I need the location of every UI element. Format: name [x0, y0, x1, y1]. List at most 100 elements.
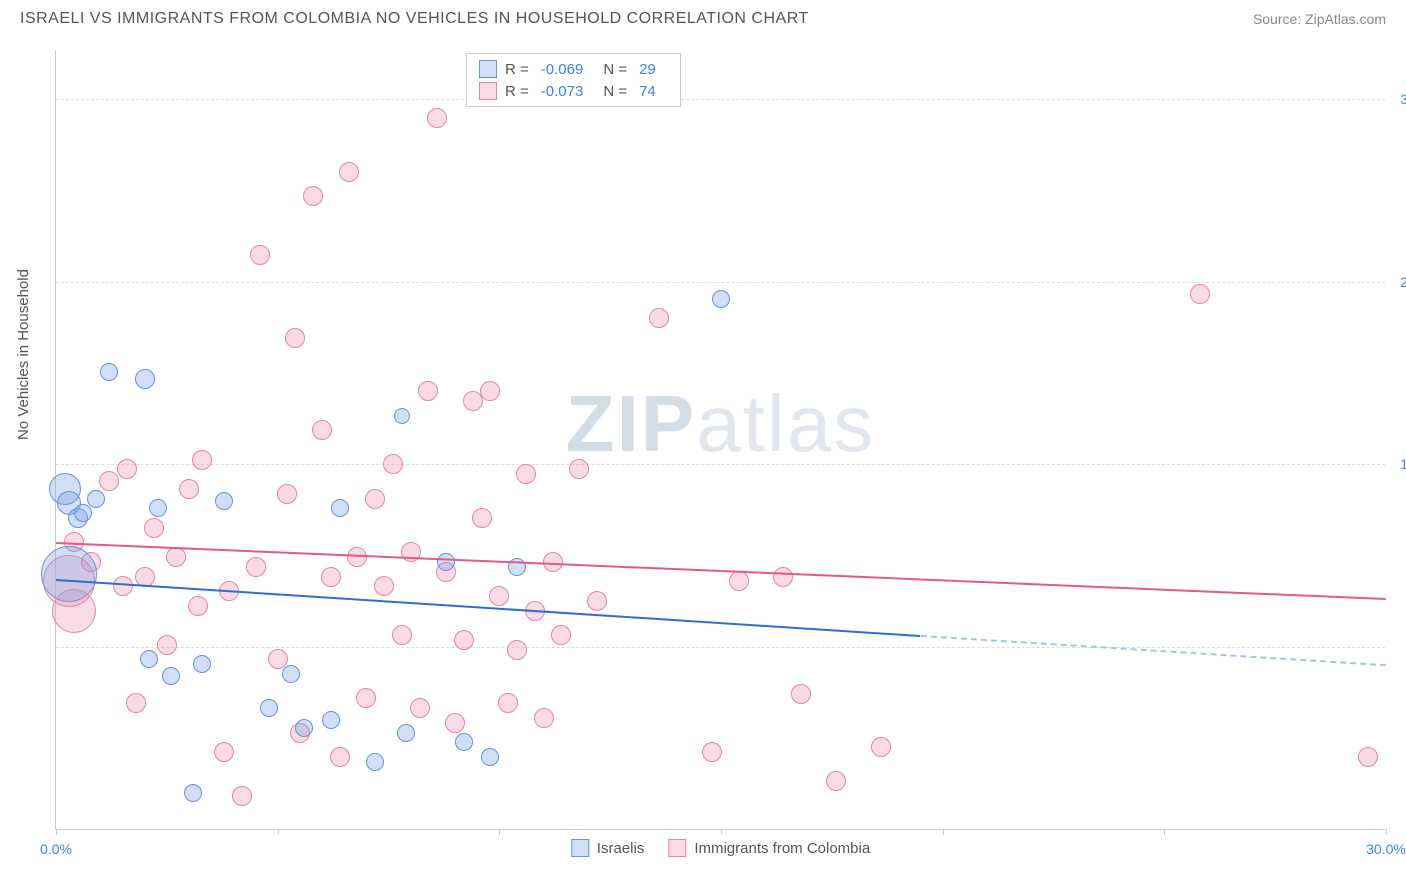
scatter-point-colombia	[418, 381, 438, 401]
scatter-point-israelis	[149, 499, 167, 517]
scatter-point-colombia	[250, 245, 270, 265]
legend-item-colombia: Immigrants from Colombia	[668, 839, 870, 857]
scatter-point-israelis	[193, 655, 211, 673]
grid-line	[56, 464, 1385, 465]
scatter-point-colombia	[192, 450, 212, 470]
scatter-point-colombia	[330, 747, 350, 767]
scatter-point-israelis	[331, 499, 349, 517]
scatter-point-colombia	[392, 625, 412, 645]
scatter-point-colombia	[534, 708, 554, 728]
y-tick-label: 15.0%	[1390, 456, 1406, 472]
scatter-point-colombia	[179, 479, 199, 499]
r-label: R =	[505, 83, 529, 100]
r-label: R =	[505, 61, 529, 78]
y-tick-label: 7.5%	[1390, 639, 1406, 655]
scatter-point-colombia	[826, 771, 846, 791]
grid-line	[56, 99, 1385, 100]
x-tick	[1386, 829, 1387, 835]
scatter-point-israelis	[394, 408, 410, 424]
n-value-israelis: 29	[639, 61, 656, 78]
legend-row-israelis: R = -0.069 N = 29	[479, 58, 668, 80]
swatch-colombia	[479, 82, 497, 100]
scatter-point-colombia	[445, 713, 465, 733]
scatter-point-colombia	[277, 484, 297, 504]
scatter-point-colombia	[356, 688, 376, 708]
swatch-israelis	[479, 60, 497, 78]
scatter-point-colombia	[489, 586, 509, 606]
scatter-point-israelis	[260, 699, 278, 717]
y-tick-label: 30.0%	[1390, 91, 1406, 107]
scatter-point-israelis	[74, 504, 92, 522]
scatter-point-colombia	[410, 698, 430, 718]
scatter-point-colombia	[871, 737, 891, 757]
scatter-point-colombia	[472, 508, 492, 528]
n-label: N =	[603, 61, 627, 78]
y-axis-label: No Vehicles in Household	[15, 269, 32, 440]
chart-header: ISRAELI VS IMMIGRANTS FROM COLOMBIA NO V…	[0, 0, 1406, 28]
scatter-point-israelis	[366, 753, 384, 771]
scatter-point-israelis	[184, 784, 202, 802]
scatter-point-colombia	[454, 630, 474, 650]
grid-line	[56, 647, 1385, 648]
scatter-point-colombia	[166, 547, 186, 567]
y-tick-label: 22.5%	[1390, 274, 1406, 290]
grid-line	[56, 282, 1385, 283]
scatter-point-colombia	[117, 459, 137, 479]
scatter-point-colombia	[773, 567, 793, 587]
scatter-point-colombia	[303, 186, 323, 206]
trend-line-israelis-extrapolated	[920, 635, 1386, 666]
scatter-point-colombia	[285, 328, 305, 348]
scatter-point-colombia	[99, 471, 119, 491]
series-legend: Israelis Immigrants from Colombia	[571, 839, 870, 857]
legend-row-colombia: R = -0.073 N = 74	[479, 80, 668, 102]
trend-line-israelis	[56, 579, 921, 637]
swatch-israelis	[571, 839, 589, 857]
scatter-point-israelis	[481, 748, 499, 766]
scatter-point-colombia	[188, 596, 208, 616]
scatter-point-colombia	[427, 108, 447, 128]
legend-label-colombia: Immigrants from Colombia	[694, 840, 870, 857]
x-tick	[721, 829, 722, 835]
swatch-colombia	[668, 839, 686, 857]
legend-item-israelis: Israelis	[571, 839, 645, 857]
x-tick-label: 30.0%	[1366, 841, 1406, 857]
scatter-point-colombia	[214, 742, 234, 762]
scatter-point-israelis	[87, 490, 105, 508]
scatter-point-israelis	[41, 546, 97, 602]
scatter-point-colombia	[729, 571, 749, 591]
scatter-point-colombia	[791, 684, 811, 704]
watermark: ZIPatlas	[566, 378, 875, 470]
scatter-point-israelis	[140, 650, 158, 668]
scatter-point-israelis	[437, 553, 455, 571]
scatter-point-colombia	[551, 625, 571, 645]
x-tick	[1164, 829, 1165, 835]
scatter-point-israelis	[162, 667, 180, 685]
scatter-point-colombia	[516, 464, 536, 484]
scatter-point-colombia	[144, 518, 164, 538]
scatter-point-colombia	[507, 640, 527, 660]
x-tick	[56, 829, 57, 835]
scatter-point-colombia	[569, 459, 589, 479]
scatter-point-colombia	[383, 454, 403, 474]
legend-label-israelis: Israelis	[597, 840, 645, 857]
x-tick-label: 0.0%	[40, 841, 72, 857]
n-value-colombia: 74	[639, 83, 656, 100]
scatter-point-israelis	[295, 719, 313, 737]
scatter-point-colombia	[374, 576, 394, 596]
scatter-point-colombia	[587, 591, 607, 611]
scatter-point-israelis	[712, 290, 730, 308]
x-tick	[499, 829, 500, 835]
watermark-bold: ZIP	[566, 379, 696, 468]
scatter-point-colombia	[1358, 747, 1378, 767]
chart-plot-area: ZIPatlas R = -0.069 N = 29 R = -0.073 N …	[55, 50, 1385, 830]
scatter-point-israelis	[397, 724, 415, 742]
r-value-israelis: -0.069	[541, 61, 584, 78]
scatter-point-colombia	[339, 162, 359, 182]
x-tick	[943, 829, 944, 835]
scatter-point-colombia	[480, 381, 500, 401]
r-value-colombia: -0.073	[541, 83, 584, 100]
correlation-legend: R = -0.069 N = 29 R = -0.073 N = 74	[466, 53, 681, 107]
scatter-point-colombia	[1190, 284, 1210, 304]
scatter-point-colombia	[463, 391, 483, 411]
scatter-point-colombia	[312, 420, 332, 440]
